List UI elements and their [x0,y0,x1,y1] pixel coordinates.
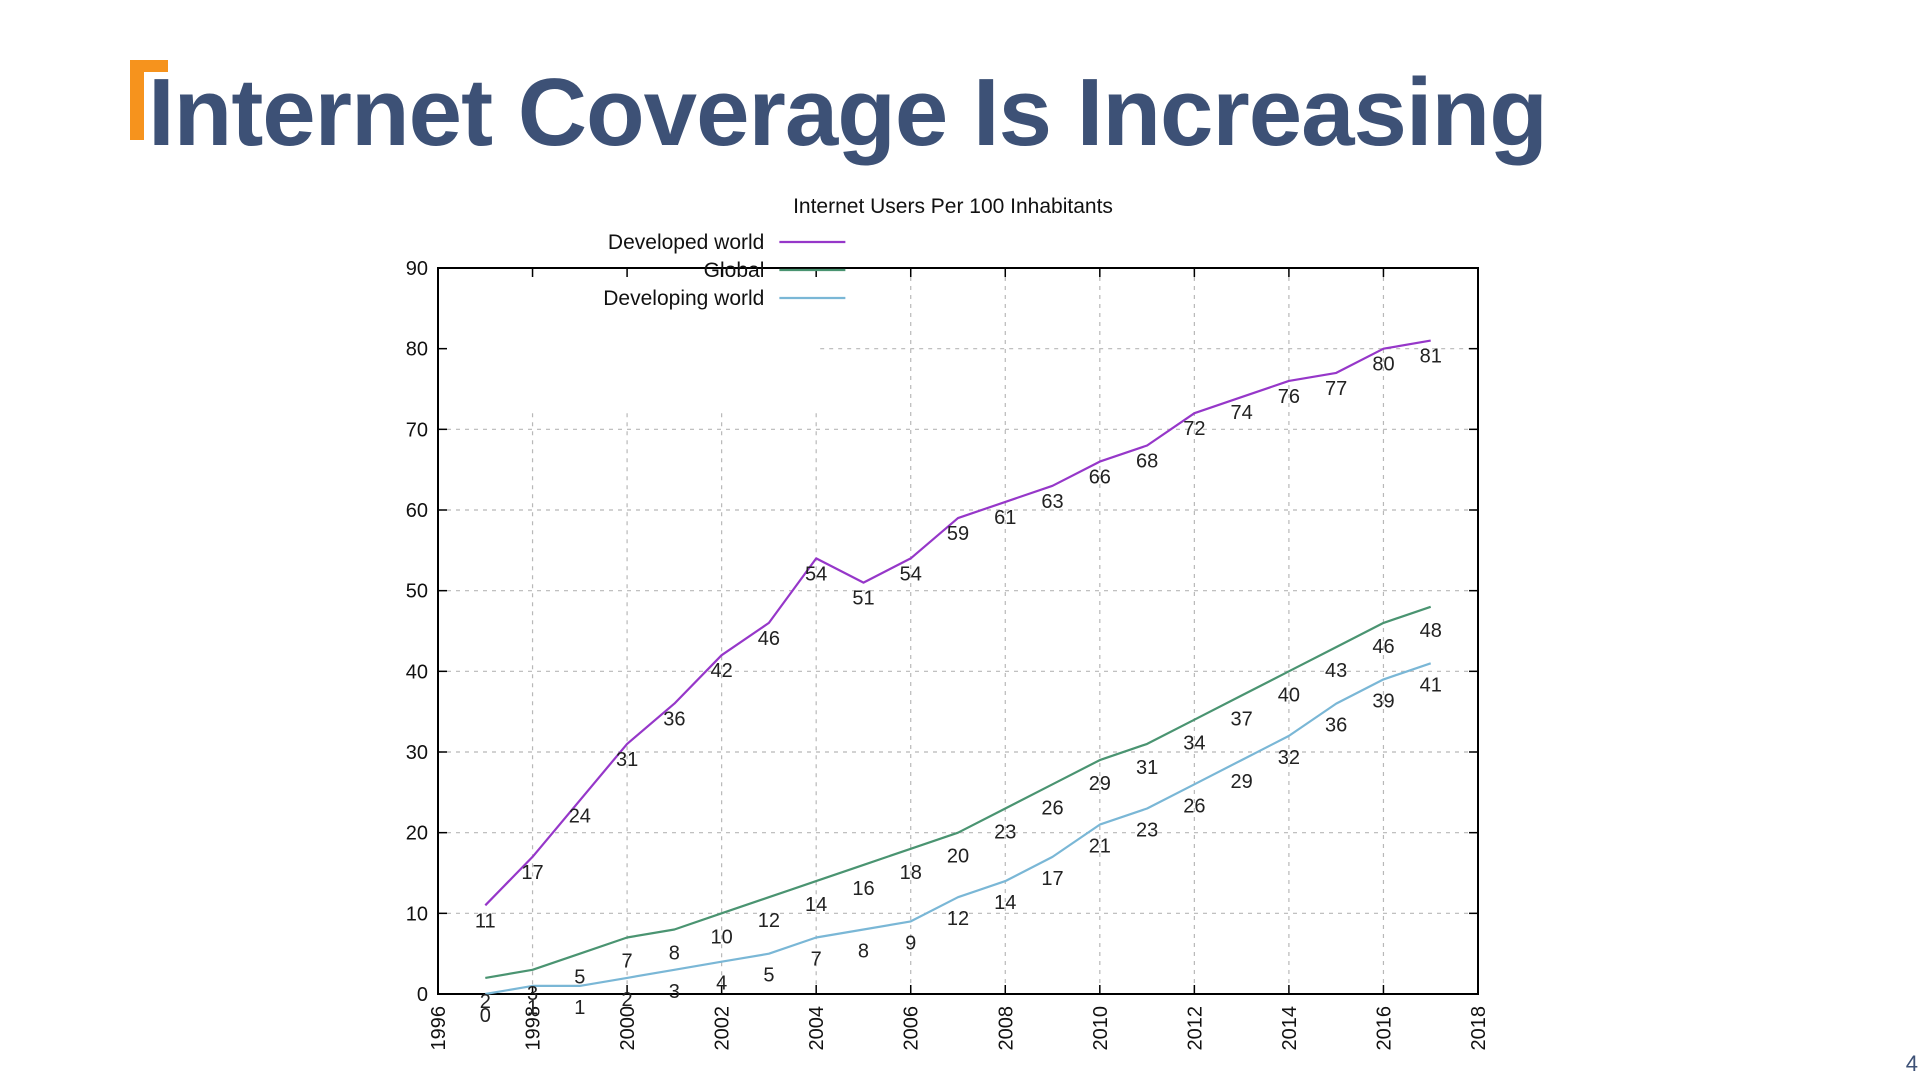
data-label: 59 [947,523,969,545]
accent-bracket [130,60,168,140]
legend-label-developing-world: Developing world [603,287,764,310]
y-tick-label: 0 [417,984,428,1006]
data-label: 21 [1089,836,1111,858]
data-label: 18 [900,862,922,884]
x-tick-label: 1996 [428,1006,450,1051]
data-label: 3 [669,981,680,1003]
data-label: 2 [480,991,491,1013]
data-label: 12 [947,908,969,930]
data-label: 8 [858,940,869,962]
data-label: 77 [1325,378,1347,400]
data-label: 26 [1041,797,1063,819]
data-label: 46 [1372,636,1394,658]
data-label: 36 [1325,715,1347,737]
title-accent-mark [130,60,168,140]
data-label: 31 [616,749,638,771]
y-tick-label: 20 [406,823,428,845]
data-label: 1 [574,997,585,1019]
data-label: 14 [805,894,827,916]
x-tick-label: 2008 [995,1006,1017,1051]
data-label: 5 [763,965,774,987]
data-label: 72 [1183,418,1205,440]
data-label: 54 [805,563,827,585]
data-label: 3 [527,983,538,1005]
legend-label-global: Global [704,259,765,282]
x-tick-label: 2014 [1279,1006,1301,1051]
data-label: 80 [1372,354,1394,376]
data-label: 76 [1278,386,1300,408]
data-label: 1 [527,997,538,1019]
data-label: 17 [1041,868,1063,890]
data-label: 46 [758,628,780,650]
plot-frame [437,267,1479,995]
y-tick-label: 50 [406,581,428,603]
y-tick-label: 80 [406,339,428,361]
chart-title: Internet Users Per 100 Inhabitants [793,195,1113,218]
x-tick-label: 2004 [806,1006,828,1051]
data-label: 74 [1231,402,1253,424]
data-label: 61 [994,507,1016,529]
x-tick-label: 2016 [1373,1006,1395,1050]
series-line-developed-world [484,339,1431,907]
y-tick-label: 10 [406,903,428,925]
x-tick-label: 1998 [523,1006,545,1051]
line-chart: Internet Users Per 100 Inhabitants 0 10 20… [380,190,1520,1070]
x-tick-label: 2010 [1090,1006,1112,1051]
series-line-global [485,605,1432,979]
data-label: 9 [905,932,916,954]
data-label: 63 [1041,491,1063,513]
x-tick-label: 2002 [712,1006,734,1051]
data-label: 20 [947,846,969,868]
data-label: 29 [1231,771,1253,793]
data-label: 42 [711,660,733,682]
y-tick-label: 70 [406,419,428,441]
data-label: 7 [622,951,633,973]
data-label: 37 [1231,709,1253,731]
data-label: 29 [1089,773,1111,795]
data-label: 12 [758,910,780,932]
legend-label-developed-world: Developed world [608,231,764,254]
data-label: 2 [622,989,633,1011]
series-line-developing-world [485,662,1432,996]
data-label: 34 [1183,733,1205,755]
data-label: 24 [569,805,591,827]
data-label: 32 [1278,747,1300,769]
data-label: 10 [711,926,733,948]
data-label: 68 [1136,450,1158,472]
data-label: 40 [1278,684,1300,706]
data-label: 81 [1420,346,1442,368]
data-label: 0 [480,1005,491,1027]
data-label: 23 [994,821,1016,843]
y-tick-label: 40 [406,661,428,683]
data-label: 31 [1136,757,1158,779]
data-label: 4 [716,973,727,995]
x-tick-label: 2006 [901,1006,923,1051]
x-tick-label: 2012 [1184,1006,1206,1051]
data-label: 17 [521,862,543,884]
chart-svg: Internet Users Per 100 Inhabitants 01020… [406,195,1490,1051]
data-label: 39 [1372,690,1394,712]
slide-title: Internet Coverage Is Increasing [148,59,1548,166]
data-label: 26 [1183,795,1205,817]
data-label: 43 [1325,660,1347,682]
data-label: 14 [994,892,1016,914]
y-tick-label: 30 [406,742,428,764]
data-label: 41 [1420,674,1442,696]
data-label: 51 [852,588,874,610]
data-label: 54 [900,563,922,585]
data-label: 7 [811,949,822,971]
x-tick-label: 2018 [1468,1006,1490,1051]
data-label: 11 [475,910,496,932]
data-label: 8 [669,942,680,964]
data-label: 36 [663,709,685,731]
data-label: 5 [574,967,585,989]
data-label: 48 [1420,620,1442,642]
data-label: 66 [1089,467,1111,489]
y-tick-label: 90 [406,258,428,280]
x-tick-label: 2000 [617,1006,639,1051]
page-number: 4 [1905,1051,1918,1076]
data-label: 23 [1136,819,1158,841]
data-label: 16 [852,878,874,900]
y-tick-label: 60 [406,500,428,522]
